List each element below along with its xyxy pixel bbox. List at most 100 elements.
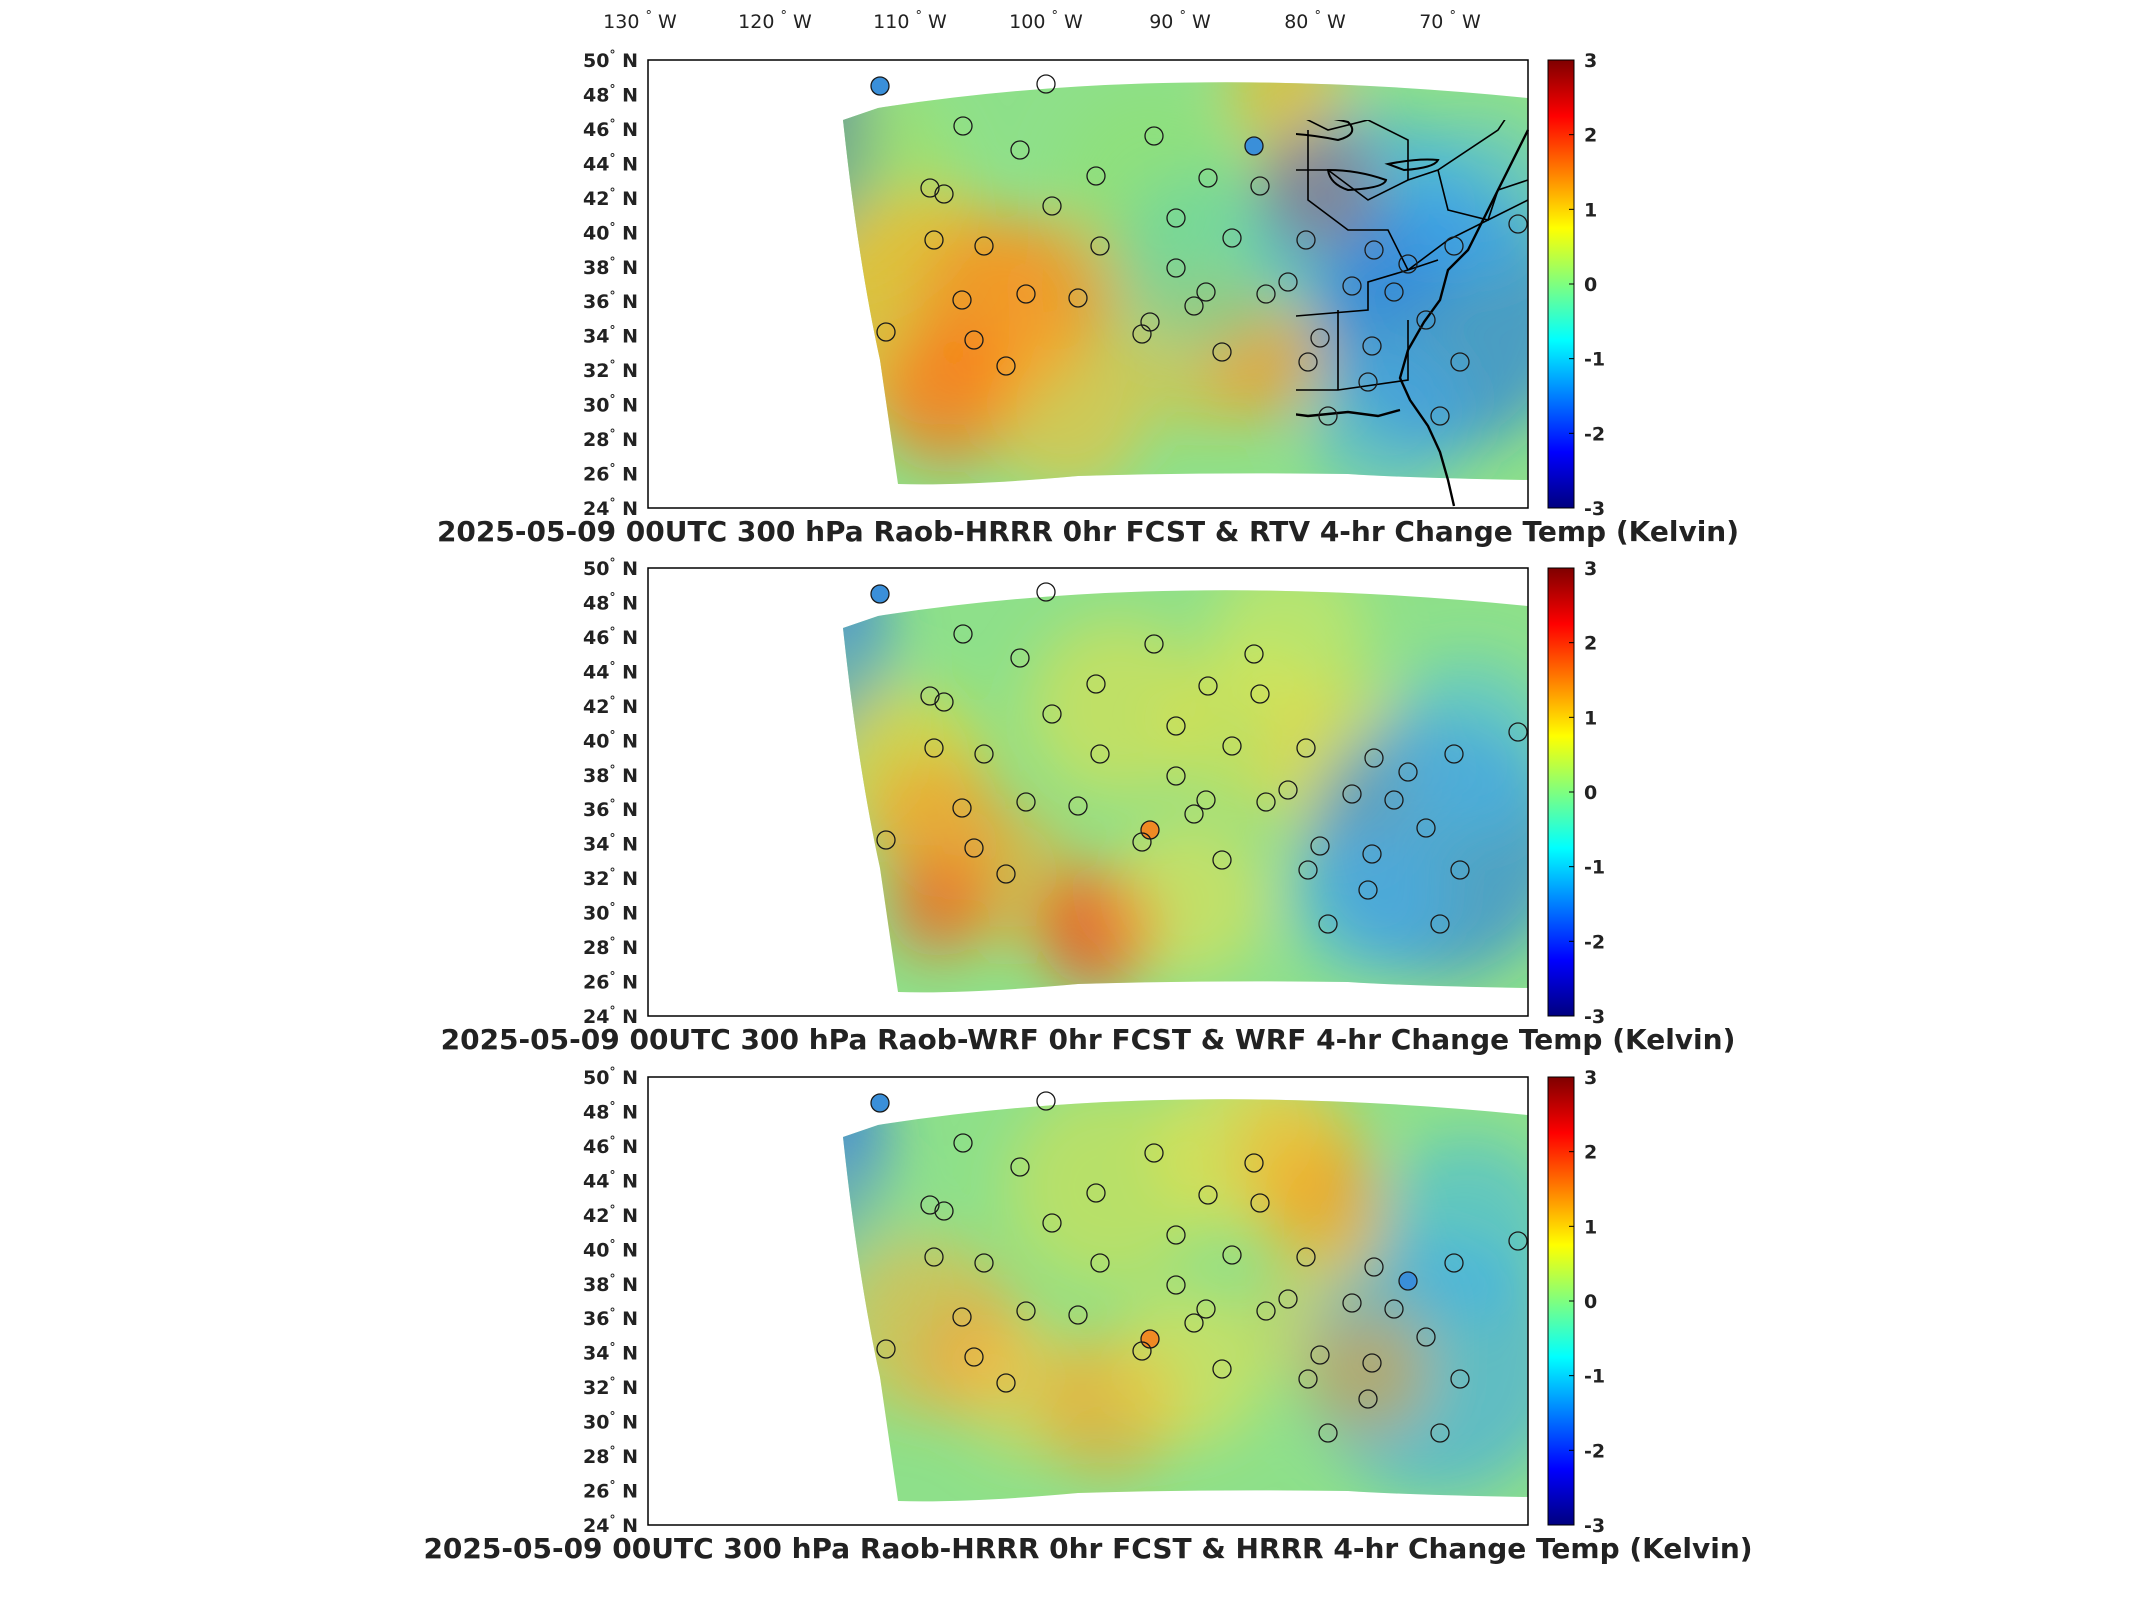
field-blob xyxy=(1108,1287,1268,1447)
station-marker xyxy=(1430,1423,1450,1443)
station-marker xyxy=(1364,748,1384,768)
raob-stations xyxy=(870,1091,1528,1443)
station-marker xyxy=(1310,328,1330,348)
station-marker xyxy=(920,1195,940,1215)
station-marker xyxy=(1250,684,1270,704)
station-marker xyxy=(1358,880,1378,900)
station-marker xyxy=(1140,820,1160,840)
station-marker xyxy=(1508,1231,1528,1251)
latitude-label: 46° N xyxy=(583,117,638,141)
latitude-label: 40° N xyxy=(583,728,638,752)
map-panel: 50° N 48° N 46° N 44° N 42° N 40° N 38° N 36° N… xyxy=(437,48,1739,548)
map-frame xyxy=(647,59,1529,509)
station-marker xyxy=(1296,738,1316,758)
colorbar-tick-label: -2 xyxy=(1584,423,1605,445)
state-border xyxy=(1307,130,1409,271)
station-marker xyxy=(1296,230,1316,250)
station-marker xyxy=(1318,914,1338,934)
colorbar-tick-label: 3 xyxy=(1584,558,1597,580)
station-marker xyxy=(876,322,896,342)
field-blob xyxy=(878,330,1018,470)
station-marker xyxy=(1318,406,1338,426)
station-marker xyxy=(1364,1257,1384,1277)
station-marker xyxy=(1318,1423,1338,1443)
station-marker xyxy=(974,236,994,256)
latitude-label: 42° N xyxy=(583,186,638,210)
station-marker xyxy=(920,686,940,706)
latitude-label: 50° N xyxy=(583,1065,638,1089)
station-marker xyxy=(1416,310,1436,330)
field-blob xyxy=(1208,590,1368,718)
station-marker xyxy=(1444,236,1464,256)
latitude-label: 32° N xyxy=(583,866,638,890)
longitude-label: 80 ° W xyxy=(1284,9,1346,33)
station-marker xyxy=(1068,1305,1088,1325)
station-marker xyxy=(1068,796,1088,816)
station-marker xyxy=(1086,1183,1106,1203)
latitude-label: 48° N xyxy=(583,82,638,106)
station-marker xyxy=(1036,1091,1056,1111)
colorbar-tick-label: -1 xyxy=(1584,857,1605,879)
longitude-label: 90 ° W xyxy=(1149,9,1211,33)
station-marker xyxy=(1166,258,1186,278)
station-marker xyxy=(1256,792,1276,812)
station-marker xyxy=(1384,282,1404,302)
map-frame xyxy=(647,1076,1529,1526)
latitude-label: 36° N xyxy=(583,1306,638,1330)
station-marker xyxy=(924,1247,944,1267)
station-marker xyxy=(1140,1329,1160,1349)
station-marker xyxy=(1090,236,1110,256)
station-marker xyxy=(996,1373,1016,1393)
station-marker xyxy=(1444,744,1464,764)
station-marker xyxy=(1132,832,1152,852)
station-marker xyxy=(1144,1143,1164,1163)
station-marker xyxy=(934,184,954,204)
station-marker xyxy=(1342,784,1362,804)
colorbar-tick-label: 0 xyxy=(1584,274,1597,296)
station-marker xyxy=(1278,272,1298,292)
latitude-label: 24° N xyxy=(583,496,638,520)
colorbar: 3 2 1 0 -1 -2 -3 xyxy=(1547,50,1605,520)
latitude-label: 32° N xyxy=(583,1375,638,1399)
station-marker xyxy=(934,1201,954,1221)
station-marker xyxy=(1198,168,1218,188)
station-marker xyxy=(1196,1299,1216,1319)
latitude-label: 34° N xyxy=(583,832,638,856)
great-lake xyxy=(1296,120,1354,142)
latitude-label: 36° N xyxy=(583,289,638,313)
latitude-labels: 50° N 48° N 46° N 44° N 42° N 40° N 38° N 36° N… xyxy=(583,1065,638,1537)
station-marker xyxy=(1244,644,1264,664)
latitude-label: 34° N xyxy=(583,1341,638,1365)
station-marker xyxy=(1278,780,1298,800)
station-marker xyxy=(1256,1301,1276,1321)
colorbar-tick-label: -3 xyxy=(1584,1006,1605,1028)
station-marker xyxy=(1398,762,1418,782)
station-marker xyxy=(1444,1253,1464,1273)
station-marker xyxy=(1196,282,1216,302)
station-marker xyxy=(924,738,944,758)
longitude-label: 70 ° W xyxy=(1419,9,1481,33)
station-marker xyxy=(1016,792,1036,812)
map-panel: 50° N 48° N 46° N 44° N 42° N 40° N 38° N 36° N… xyxy=(441,556,1736,1056)
station-marker xyxy=(1166,1225,1186,1245)
longitude-label: 130 ° W xyxy=(603,9,677,33)
panel-title: 2025-05-09 00UTC 300 hPa Raob-HRRR 0hr F… xyxy=(423,1532,1752,1565)
field-blob xyxy=(1108,818,1268,978)
latitude-label: 50° N xyxy=(583,556,638,580)
station-marker xyxy=(1222,228,1242,248)
latitude-label: 40° N xyxy=(583,220,638,244)
station-marker xyxy=(1384,1299,1404,1319)
latitude-label: 32° N xyxy=(583,358,638,382)
latitude-labels: 50° N 48° N 46° N 44° N 42° N 40° N 38° N 36° N… xyxy=(583,48,638,520)
station-marker xyxy=(870,584,890,604)
colorbar: 3 2 1 0 -1 -2 -3 xyxy=(1547,1067,1605,1537)
station-marker xyxy=(1342,1293,1362,1313)
station-marker xyxy=(1450,1369,1470,1389)
great-lake xyxy=(1384,158,1440,172)
station-marker xyxy=(870,76,890,96)
station-marker xyxy=(1310,836,1330,856)
station-marker xyxy=(996,864,1016,884)
colorbar-tick-label: 1 xyxy=(1584,707,1597,729)
station-marker xyxy=(1212,850,1232,870)
